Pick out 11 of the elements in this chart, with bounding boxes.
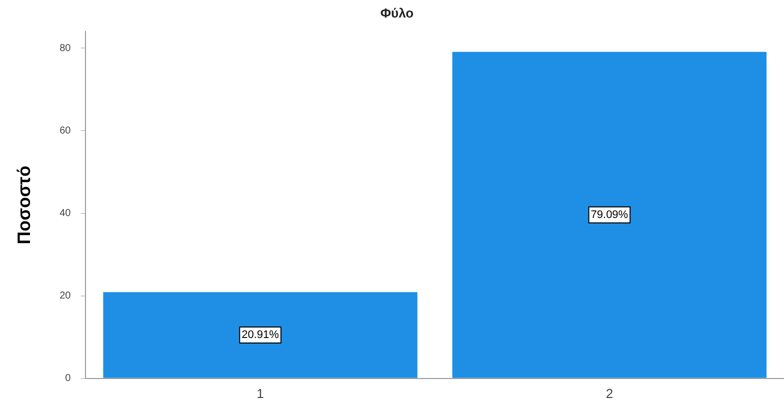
y-tick-label: 80	[60, 42, 72, 54]
y-tick-label: 40	[60, 208, 72, 220]
data-label: 20.91%	[242, 329, 280, 342]
y-tick-label: 20	[60, 290, 72, 302]
x-tick-label: 2	[606, 386, 614, 401]
chart-title: Φύλο	[380, 5, 414, 20]
x-tick-label: 1	[256, 386, 264, 401]
y-tick-label: 0	[65, 373, 72, 384]
data-label: 79.09%	[590, 208, 628, 221]
y-tick-label: 60	[60, 125, 72, 136]
y-axis-title: Ποσοστό	[14, 166, 34, 244]
